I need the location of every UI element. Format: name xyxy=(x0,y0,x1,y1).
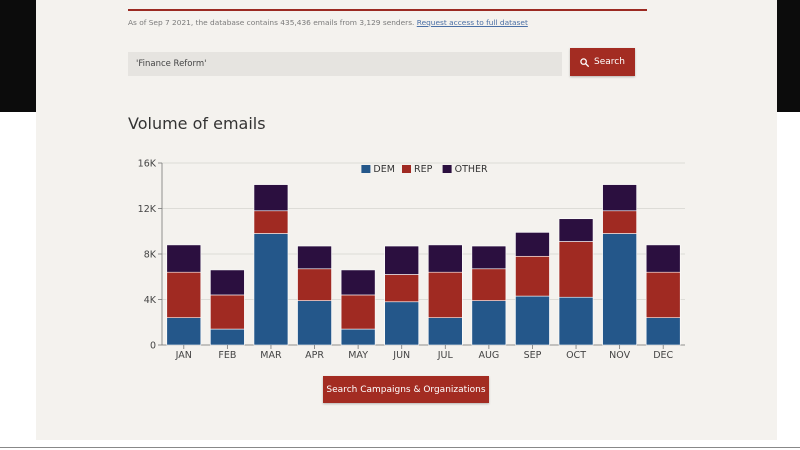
x-tick-label: NOV xyxy=(609,350,630,361)
request-access-link[interactable]: Request access to full dataset xyxy=(416,18,528,27)
legend-swatch-dem xyxy=(361,165,371,173)
x-tick-label: OCT xyxy=(566,350,586,361)
bar-dem xyxy=(210,328,245,346)
bar-other xyxy=(297,245,332,270)
x-tick-label: MAR xyxy=(260,350,282,361)
x-tick-label: JUL xyxy=(437,350,454,361)
bar-dem xyxy=(515,295,550,346)
search-button[interactable]: Search xyxy=(570,48,635,76)
bar-rep xyxy=(602,210,637,234)
bar-other xyxy=(384,245,420,275)
bar-dem xyxy=(558,296,594,346)
y-tick-label: 16K xyxy=(138,159,157,170)
y-tick-label: 8K xyxy=(144,250,157,261)
bar-dem xyxy=(297,300,332,346)
search-input-value: 'Finance Reform' xyxy=(136,59,207,69)
bar-other xyxy=(645,244,681,273)
bar-rep xyxy=(427,271,463,318)
bar-other xyxy=(515,232,550,257)
bar-rep xyxy=(166,271,202,318)
x-tick-label: FEB xyxy=(218,350,236,361)
bar-other xyxy=(471,245,507,270)
x-tick-label: APR xyxy=(305,350,324,361)
search-button-label: Search xyxy=(594,57,625,67)
bar-rep xyxy=(210,294,245,330)
bar-dem xyxy=(602,233,637,346)
search-icon xyxy=(580,57,589,67)
x-tick-label: JUN xyxy=(392,350,410,361)
x-tick-label: SEP xyxy=(524,350,542,361)
emails-chart: 0 4K 8K 12K 16K JAN FEB MAR APR MAY JUN JUL AUG SEP OC… xyxy=(138,159,685,361)
legend-label-dem: DEM xyxy=(373,164,395,175)
search-campaigns-button[interactable]: Search Campaigns & Organizations xyxy=(323,376,489,403)
bar-rep xyxy=(515,255,550,297)
bar-dem xyxy=(166,317,202,346)
dataset-info-text: As of Sep 7 2021, the database contains … xyxy=(128,18,415,27)
bar-other xyxy=(602,184,637,212)
legend-swatch-rep xyxy=(402,165,411,173)
bar-dem xyxy=(253,233,289,346)
bar-dem xyxy=(340,328,376,346)
x-tick-label: AUG xyxy=(478,350,499,361)
bar-dem xyxy=(427,317,463,346)
y-tick-label: 12K xyxy=(138,204,157,215)
y-tick-label: 0 xyxy=(150,341,156,352)
legend-swatch-other xyxy=(442,165,452,173)
bar-other xyxy=(340,269,376,296)
bar-other xyxy=(166,244,202,273)
dataset-info: As of Sep 7 2021, the database contains … xyxy=(128,18,528,27)
bar-rep xyxy=(471,268,507,301)
bar-other xyxy=(210,269,245,296)
bar-other xyxy=(558,218,594,242)
bottom-divider xyxy=(0,447,800,448)
bar-dem xyxy=(471,300,507,346)
bar-rep xyxy=(340,294,376,330)
bar-rep xyxy=(253,210,289,234)
y-tick-label: 4K xyxy=(144,295,157,306)
x-tick-label: MAY xyxy=(348,350,368,361)
search-input[interactable]: 'Finance Reform' xyxy=(128,52,562,76)
x-tick-label: DEC xyxy=(653,350,673,361)
bar-dem xyxy=(384,301,420,346)
legend-label-rep: REP xyxy=(414,164,433,175)
bar-rep xyxy=(558,241,594,298)
bar-dem xyxy=(645,317,681,346)
chart-heading: Volume of emails xyxy=(128,114,266,133)
bar-rep xyxy=(384,274,420,303)
header-rule xyxy=(128,9,647,11)
bar-rep xyxy=(297,268,332,301)
bar-other xyxy=(427,244,463,273)
x-tick-label: JAN xyxy=(175,350,192,361)
legend-label-other: OTHER xyxy=(455,164,488,175)
bar-other xyxy=(253,184,289,212)
bar-rep xyxy=(645,271,681,318)
